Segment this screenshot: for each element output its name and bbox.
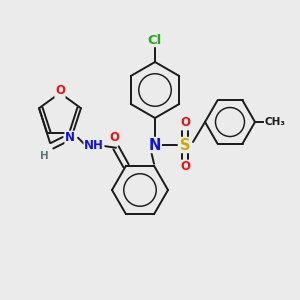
Text: O: O <box>180 160 190 173</box>
Text: Cl: Cl <box>148 34 162 46</box>
Text: O: O <box>180 116 190 130</box>
Text: O: O <box>55 85 65 98</box>
Text: H: H <box>40 151 48 161</box>
Text: NH: NH <box>84 139 104 152</box>
Text: O: O <box>109 131 119 144</box>
Text: N: N <box>65 131 75 144</box>
Text: S: S <box>180 137 190 152</box>
Text: N: N <box>149 137 161 152</box>
Text: CH₃: CH₃ <box>265 117 286 127</box>
